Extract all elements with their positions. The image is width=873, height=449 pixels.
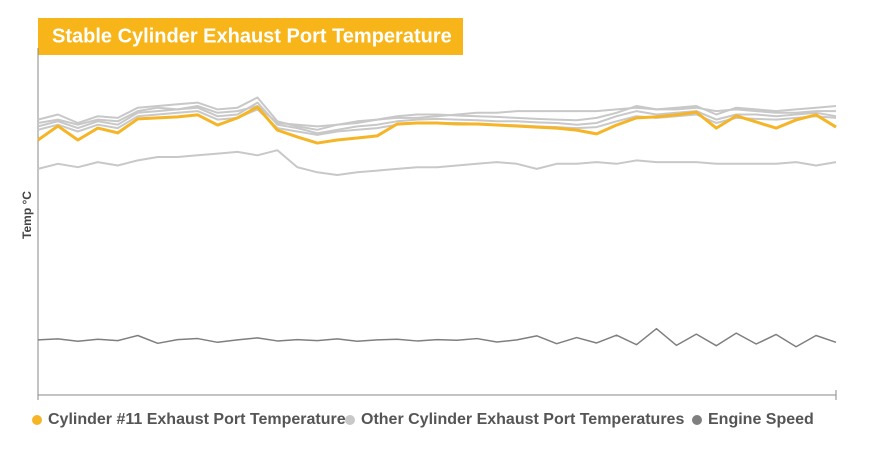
plot: [37, 96, 837, 348]
legend-label: Engine Speed: [708, 411, 814, 428]
legend-marker: [692, 415, 702, 425]
title-box: [38, 18, 463, 55]
series-line: [37, 105, 837, 145]
legend-marker: [32, 415, 42, 425]
legend-label: Cylinder #11 Exhaust Port Temperature: [48, 411, 346, 428]
legend: Cylinder #11 Exhaust Port Temperature Oth…: [32, 411, 814, 428]
chart-title: Stable Cylinder Exhaust Port Temperature: [52, 25, 452, 47]
series-line: [37, 101, 837, 135]
series-line: [37, 327, 837, 348]
series-line: [37, 105, 836, 128]
y-axis-label: Temp °C: [20, 191, 34, 239]
series-line: [37, 149, 837, 177]
legend-marker: [345, 415, 355, 425]
legend-label: Other Cylinder Exhaust Port Temperatures: [361, 411, 684, 428]
